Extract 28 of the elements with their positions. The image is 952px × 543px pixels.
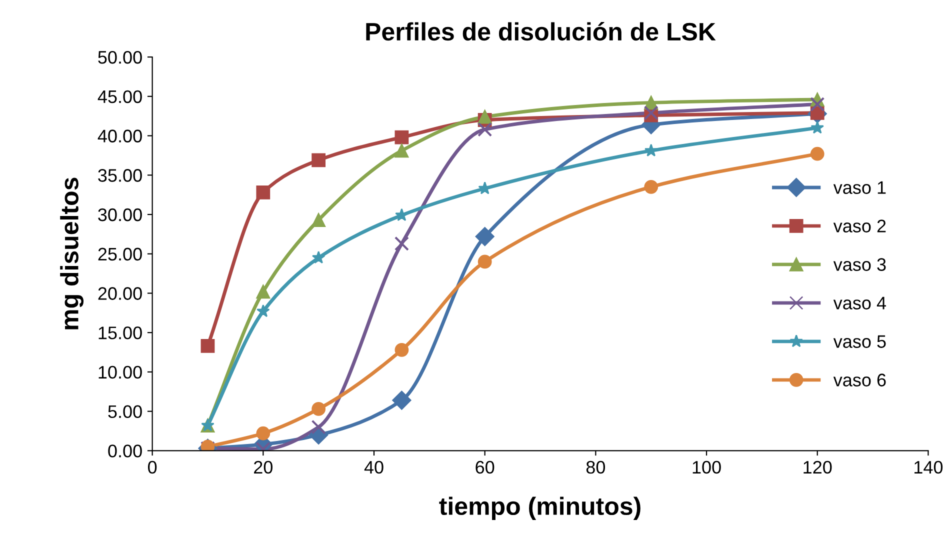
- y-tick-label: 35.00: [98, 169, 142, 182]
- y-tick-label: 30.00: [98, 208, 142, 222]
- legend-label: vaso 6: [833, 374, 886, 386]
- x-tick-label: 0: [148, 460, 157, 474]
- x-tick-label: 40: [364, 460, 384, 474]
- legend-label: vaso 2: [833, 220, 886, 232]
- legend-label: vaso 1: [833, 181, 886, 194]
- x-tick-label: 120: [804, 460, 832, 474]
- y-tick-label: 10.00: [98, 366, 142, 379]
- y-tick-label: 15.00: [98, 326, 142, 340]
- x-tick-label: 140: [914, 460, 943, 474]
- y-tick-label: 0.00: [108, 444, 142, 458]
- y-tick-label: 50.00: [98, 50, 142, 64]
- legend-label: vaso 5: [833, 335, 886, 348]
- x-tick-label: 60: [476, 460, 494, 474]
- y-tick-label: 5.00: [108, 405, 142, 418]
- x-tick-label: 80: [586, 460, 606, 474]
- x-tick-label: 100: [692, 460, 721, 474]
- legend-label: vaso 3: [833, 258, 886, 271]
- y-tick-label: 40.00: [98, 130, 142, 142]
- x-axis-title: tiempo (minutos): [439, 496, 640, 520]
- x-tick-label: 20: [254, 460, 272, 474]
- chart-title: Perfiles de disolución de LSK: [366, 22, 716, 41]
- y-tick-label: 20.00: [98, 287, 142, 300]
- y-tick-label: 25.00: [98, 248, 142, 261]
- y-axis-title: mg disueltos: [60, 178, 84, 330]
- legend-label: vaso 4: [833, 296, 886, 310]
- y-tick-label: 45.00: [98, 90, 142, 104]
